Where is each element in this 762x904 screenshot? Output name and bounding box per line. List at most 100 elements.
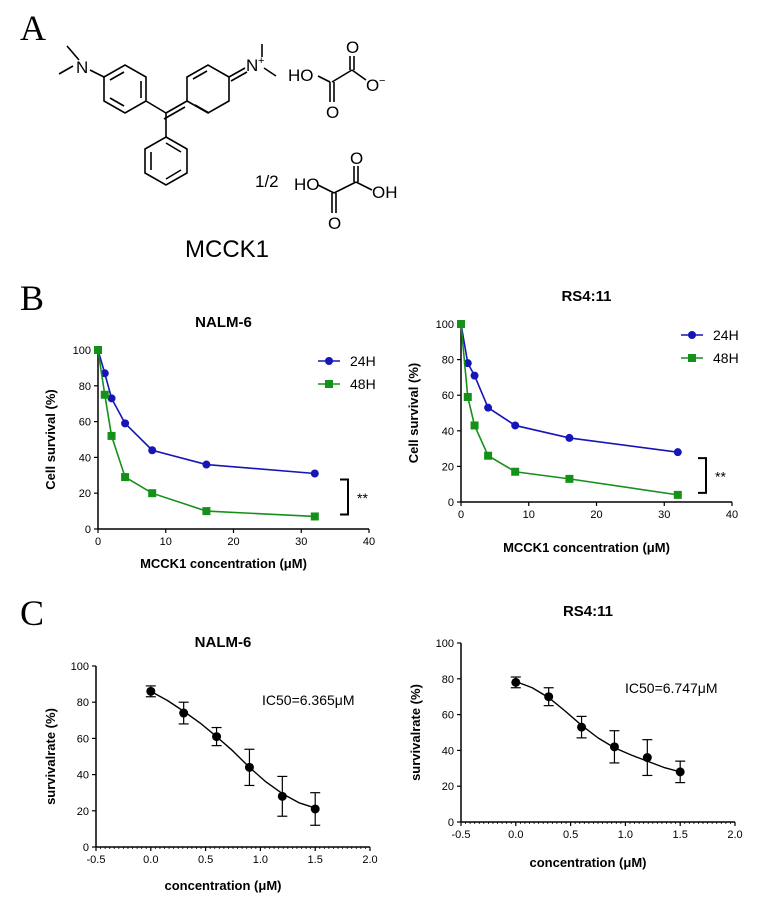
- y-tick-label: 20: [442, 781, 454, 793]
- point-24h: [484, 403, 493, 412]
- data-point: [577, 722, 587, 732]
- point-24h: [148, 446, 157, 455]
- data-point: [146, 686, 156, 696]
- y-tick-label: 20: [442, 461, 454, 473]
- significance-bracket: [698, 457, 707, 494]
- legend-marker-24h: [688, 331, 696, 339]
- y-tick-label: 0: [448, 817, 454, 829]
- y-tick-label: 80: [442, 355, 454, 367]
- x-axis-label: MCCK1 concentration (μM): [503, 540, 670, 555]
- series-line-24h: [97, 349, 315, 475]
- y-axis-label: survivalrate (%): [408, 684, 423, 781]
- x-axis-label: concentration (μM): [529, 855, 646, 870]
- point-24h: [107, 394, 116, 403]
- oxalate-o-minus: O: [366, 76, 379, 95]
- series-line-48h: [460, 323, 678, 496]
- x-tick-label: 1.0: [618, 829, 633, 841]
- fit-curve: [150, 690, 316, 809]
- y-tick-label: 40: [442, 745, 454, 757]
- point-48h: [457, 320, 465, 328]
- point-48h: [202, 507, 211, 516]
- point-24h: [511, 421, 520, 430]
- legend-label-24h: 24H: [350, 353, 376, 369]
- point-48h: [463, 392, 472, 401]
- chart-title: RS4:11: [561, 288, 611, 305]
- data-point: [511, 677, 521, 687]
- fit-curve: [515, 680, 681, 773]
- data-point: [277, 791, 287, 801]
- point-48h: [121, 473, 130, 482]
- significance-label: **: [715, 469, 726, 485]
- acid-o-top: O: [350, 149, 363, 168]
- y-tick-label: 100: [71, 661, 89, 673]
- left-amine-n: N: [76, 58, 88, 77]
- oxalate-ho: HO: [288, 66, 314, 85]
- panel-b-letter: B: [20, 278, 44, 318]
- significance-bracket: [340, 478, 349, 516]
- data-point: [179, 708, 189, 718]
- y-tick-label: 100: [73, 345, 91, 357]
- point-24h: [202, 460, 211, 469]
- point-24h: [673, 448, 682, 457]
- x-tick-label: 1.0: [253, 854, 268, 866]
- x-tick-label: 0.5: [198, 854, 213, 866]
- y-tick-label: 20: [77, 806, 89, 818]
- acid-ho: HO: [294, 175, 320, 194]
- data-point: [244, 762, 254, 772]
- x-tick-label: 0.5: [563, 829, 578, 841]
- legend-label-48h: 48H: [350, 376, 376, 392]
- x-tick-label: 0: [458, 509, 464, 521]
- y-tick-label: 40: [79, 452, 91, 464]
- legend-marker-48h: [325, 380, 333, 388]
- point-24h: [310, 469, 319, 478]
- x-tick-label: 40: [726, 509, 738, 521]
- compound-name: MCCK1: [185, 236, 269, 263]
- legend-label-48h: 48H: [713, 350, 739, 366]
- panel-a-letter: A: [20, 8, 46, 48]
- x-tick-label: 30: [295, 536, 307, 548]
- x-tick-label: 2.0: [362, 854, 377, 866]
- y-tick-label: 40: [442, 426, 454, 438]
- x-tick-label: 30: [658, 509, 670, 521]
- series-line-48h: [97, 349, 315, 518]
- y-tick-label: 0: [83, 842, 89, 854]
- y-tick-label: 20: [79, 488, 91, 500]
- acid-o-bottom: O: [328, 214, 341, 233]
- y-tick-label: 100: [436, 638, 454, 650]
- point-48h: [565, 474, 574, 483]
- point-48h: [94, 346, 102, 354]
- x-tick-label: 20: [590, 509, 602, 521]
- x-axis-label: MCCK1 concentration (μM): [140, 556, 307, 571]
- y-tick-label: 60: [442, 710, 454, 722]
- iminium-charge: +: [258, 55, 264, 67]
- oxalate-o-bottom: O: [326, 103, 339, 122]
- y-tick-label: 80: [79, 381, 91, 393]
- y-tick-label: 0: [448, 497, 454, 509]
- point-24h: [463, 359, 472, 368]
- x-tick-label: 10: [523, 509, 535, 521]
- ic50-annotation: IC50=6.365μM: [262, 692, 355, 708]
- y-axis-label: Cell survival (%): [406, 363, 421, 463]
- data-point: [609, 742, 619, 752]
- significance-label: **: [357, 490, 368, 506]
- point-24h: [121, 419, 130, 428]
- ic50-annotation: IC50=6.747μM: [625, 680, 718, 696]
- point-48h: [107, 431, 116, 440]
- data-point: [642, 753, 652, 763]
- point-48h: [310, 512, 319, 521]
- x-tick-label: -0.5: [87, 854, 106, 866]
- chart-title: NALM-6: [195, 314, 252, 331]
- x-tick-label: 10: [160, 536, 172, 548]
- mcck1-structure: [58, 44, 373, 213]
- legend-marker-48h: [688, 354, 696, 362]
- x-tick-label: 0: [95, 536, 101, 548]
- point-48h: [148, 489, 157, 498]
- panel-c-letter: C: [20, 593, 44, 633]
- x-tick-label: 40: [363, 536, 375, 548]
- chart-title: NALM-6: [195, 634, 252, 651]
- x-tick-label: 1.5: [673, 829, 688, 841]
- x-axis-label: concentration (μM): [164, 878, 281, 893]
- legend-label-24h: 24H: [713, 327, 739, 343]
- point-48h: [673, 490, 682, 499]
- series-line-24h: [460, 323, 678, 453]
